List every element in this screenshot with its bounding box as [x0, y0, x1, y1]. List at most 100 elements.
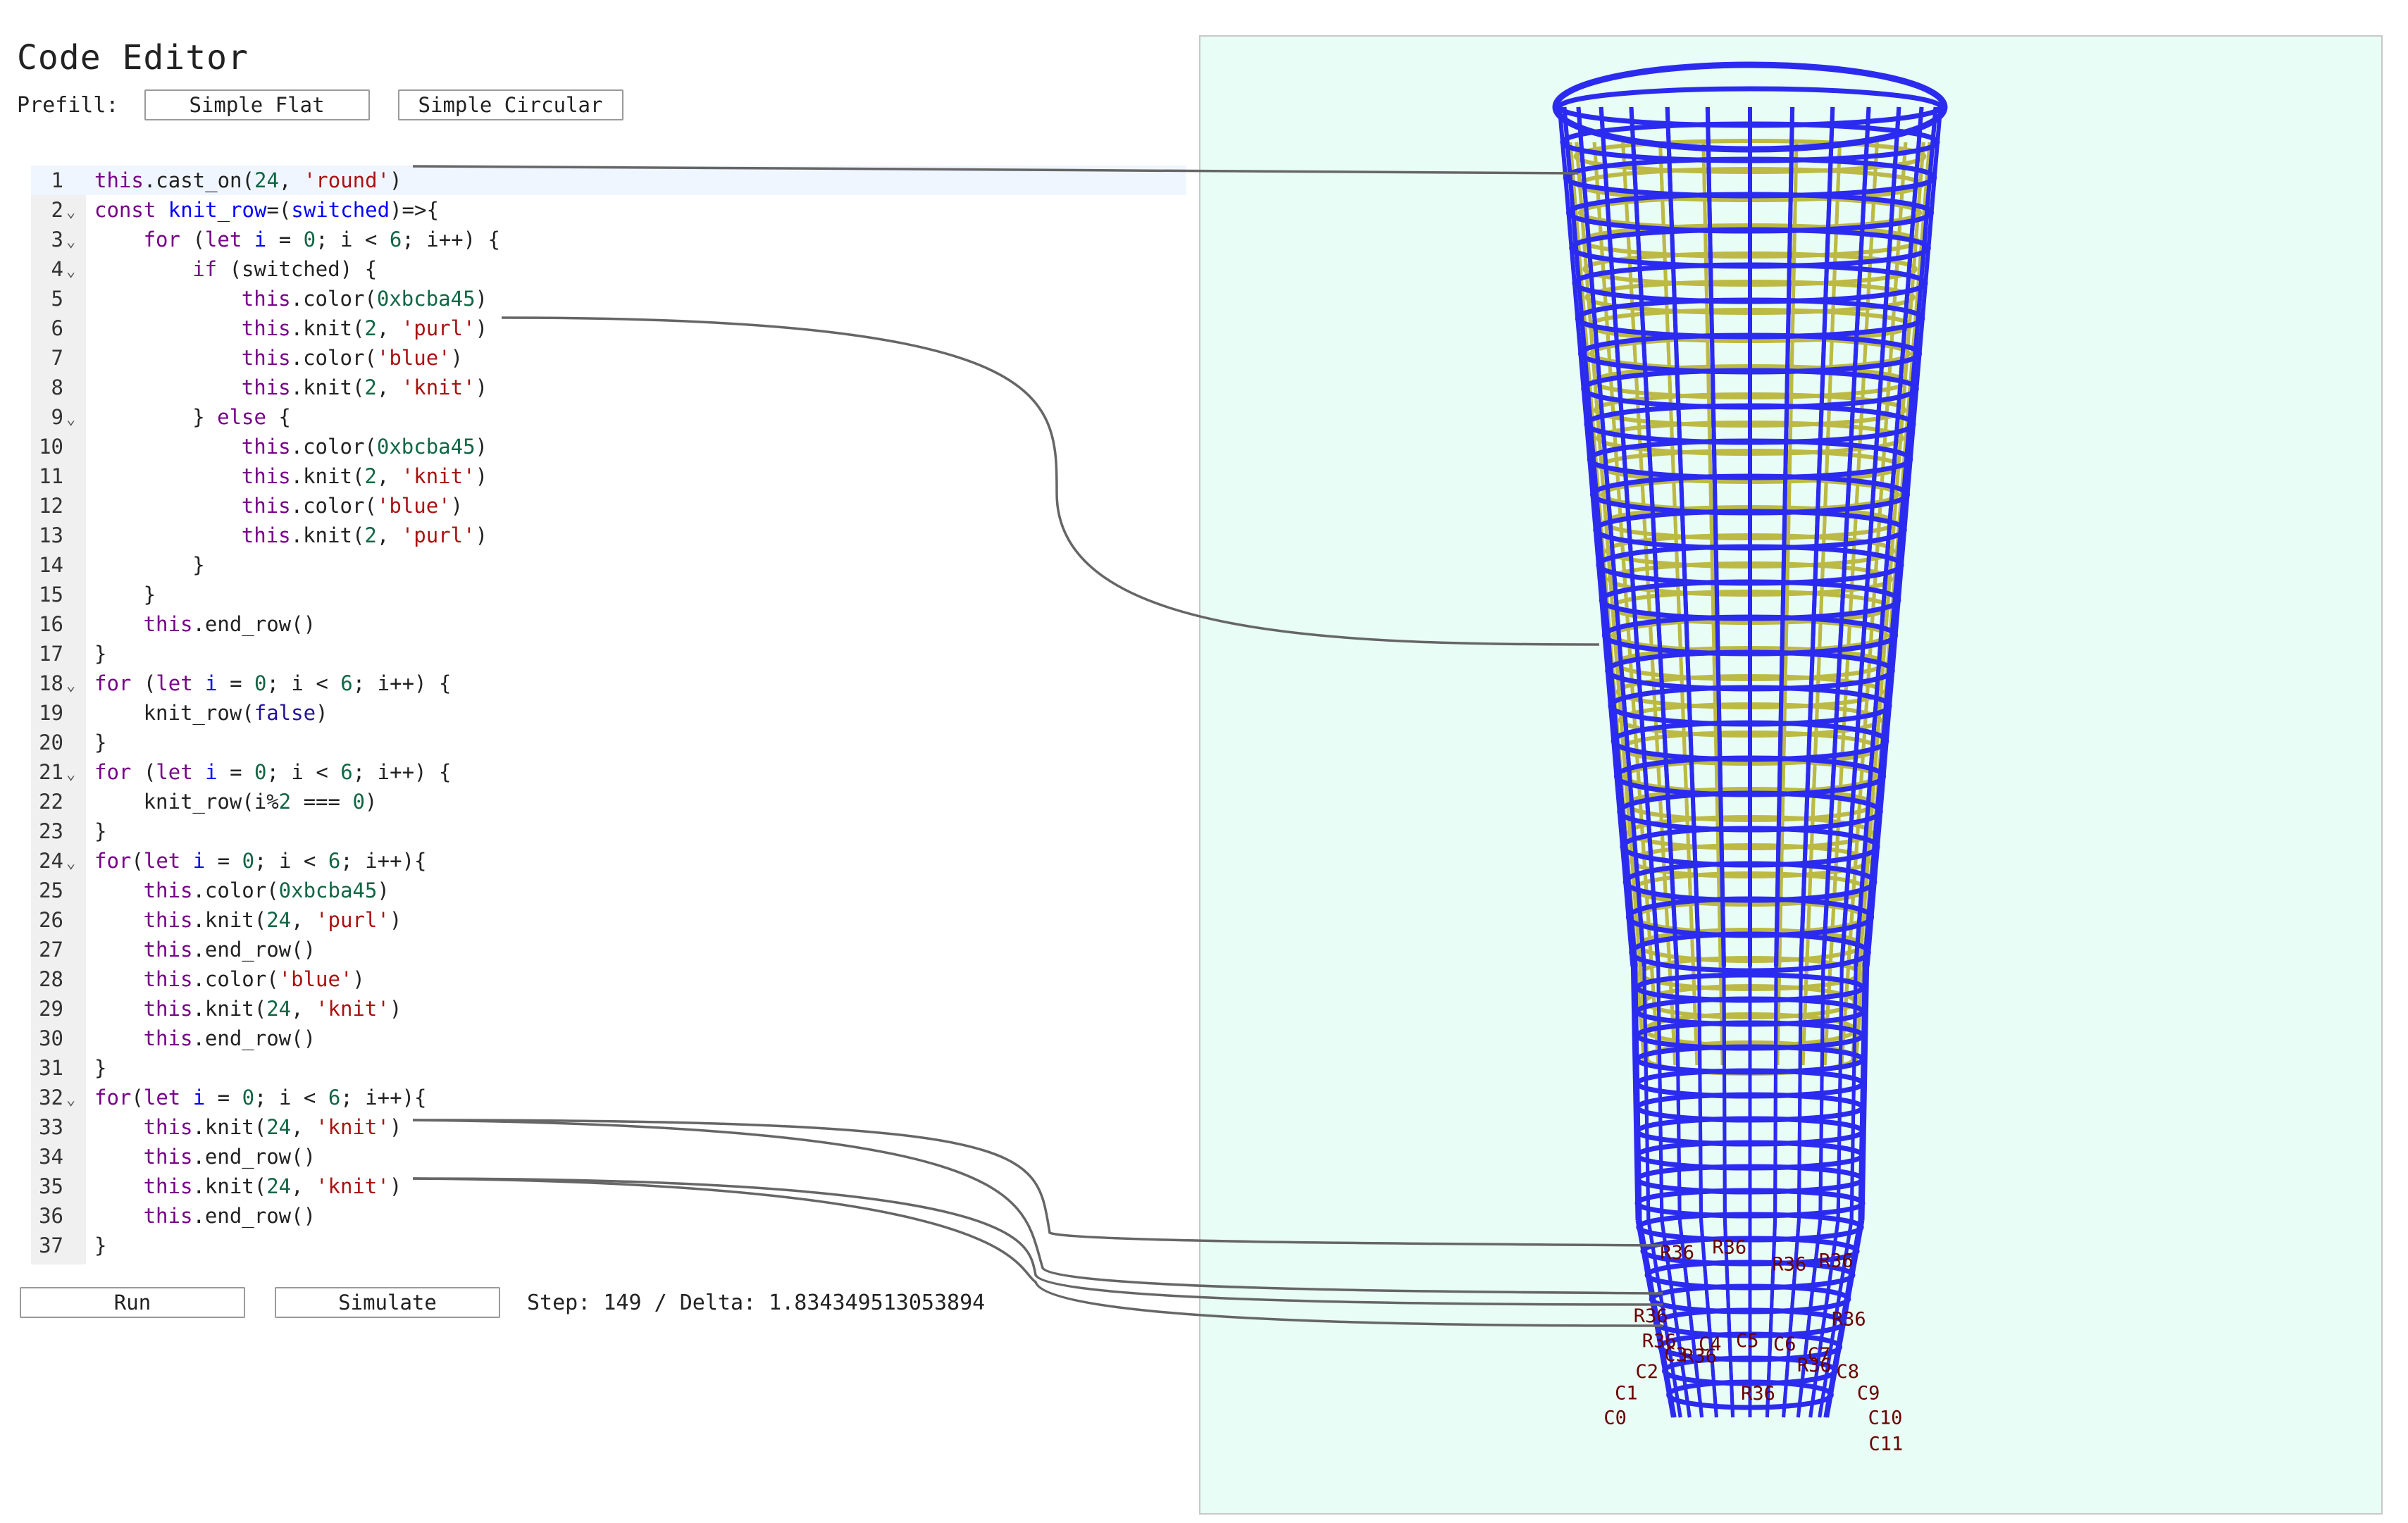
- simple-flat-button[interactable]: Simple Flat: [144, 89, 370, 120]
- code-line[interactable]: 26 this.knit(24, 'purl'): [31, 905, 1186, 935]
- column-label: C2: [1635, 1361, 1658, 1383]
- code-line[interactable]: 31}: [31, 1053, 1186, 1083]
- row-label: R36: [1682, 1345, 1717, 1367]
- code-token: let: [143, 1086, 181, 1109]
- code-line[interactable]: 5 this.color(0xbcba45): [31, 284, 1186, 313]
- code-token: 0: [242, 849, 255, 873]
- code-token: let: [143, 849, 181, 873]
- code-line[interactable]: 8 this.knit(2, 'knit'): [31, 373, 1186, 402]
- code-line[interactable]: 28 this.color('blue'): [31, 964, 1186, 994]
- line-number: 15: [39, 583, 63, 607]
- code-token: =(: [266, 198, 292, 222]
- code-line[interactable]: 18 ⌄ for (let i = 0; i < 6; i++) {: [31, 669, 1186, 698]
- code-line[interactable]: 33 this.knit(24, 'knit'): [31, 1112, 1186, 1142]
- code-token: [180, 849, 192, 873]
- code-line[interactable]: 13 this.knit(2, 'purl'): [31, 521, 1186, 550]
- code-token: 'knit': [401, 375, 476, 399]
- blue-yarn-strand: [1796, 1219, 1823, 1418]
- code-line[interactable]: 36 this.end_row(): [31, 1201, 1186, 1231]
- fold-chevron-icon[interactable]: ⌄: [66, 411, 76, 428]
- line-number: 6: [51, 316, 63, 340]
- gold-yarn-strand: [1658, 142, 1699, 1066]
- code-line[interactable]: 27 this.end_row(): [31, 935, 1186, 964]
- blue-yarn-strand: [1773, 966, 1778, 1221]
- code-line[interactable]: 35 this.knit(24, 'knit'): [31, 1171, 1186, 1201]
- blue-yarn-strand: [1823, 1219, 1862, 1418]
- line-number: 2: [51, 198, 63, 222]
- code-line[interactable]: 12 this.color('blue'): [31, 491, 1186, 521]
- code-line[interactable]: 9 ⌄} else {: [31, 402, 1186, 432]
- code-line[interactable]: 7 this.color('blue'): [31, 343, 1186, 373]
- blue-yarn-strand: [1836, 966, 1844, 1221]
- run-button[interactable]: Run: [20, 1287, 245, 1318]
- simulate-button[interactable]: Simulate: [275, 1287, 500, 1318]
- fold-chevron-icon[interactable]: ⌄: [66, 677, 76, 695]
- fold-chevron-icon[interactable]: ⌄: [66, 263, 76, 280]
- fold-chevron-icon[interactable]: ⌄: [66, 204, 76, 221]
- code-line[interactable]: 2 ⌄ const knit_row=(switched)=>{: [31, 195, 1186, 225]
- code-token: =: [217, 671, 255, 695]
- fold-chevron-icon[interactable]: ⌄: [66, 854, 76, 872]
- code-line[interactable]: 37}: [31, 1231, 1186, 1260]
- code-line[interactable]: 20}: [31, 728, 1186, 757]
- code-line[interactable]: 1 this.cast_on(24, 'round'): [31, 166, 1186, 195]
- simple-circular-button[interactable]: Simple Circular: [397, 89, 623, 120]
- code-token: ): [475, 464, 488, 488]
- code-token: [242, 228, 254, 251]
- code-line[interactable]: 24 ⌄ for(let i = 0; i < 6; i++){: [31, 846, 1186, 876]
- code-token: 2: [364, 464, 377, 488]
- code-token: ): [475, 375, 488, 399]
- code-token: ,: [291, 908, 316, 932]
- code-token: }: [143, 583, 156, 607]
- code-line[interactable]: 29 this.knit(24, 'knit'): [31, 994, 1186, 1024]
- code-line[interactable]: 17}: [31, 639, 1186, 669]
- code-line[interactable]: 32 ⌄ for(let i = 0; i < 6; i++){: [31, 1083, 1186, 1112]
- code-line[interactable]: 14}: [31, 550, 1186, 580]
- code-token: 'round': [303, 168, 390, 192]
- code-text: this.end_row(): [94, 1024, 316, 1053]
- code-text: }: [94, 816, 106, 846]
- code-line[interactable]: 6 this.knit(2, 'purl'): [31, 313, 1186, 343]
- code-text: this.knit(24, 'knit'): [94, 1112, 402, 1142]
- code-token: [193, 671, 205, 695]
- code-token: .knit(: [290, 375, 365, 399]
- code-text: this.color(0xbcba45): [94, 432, 488, 461]
- code-editor[interactable]: 1 this.cast_on(24, 'round') 2 ⌄ const knit_r…: [31, 166, 1186, 1264]
- code-line[interactable]: 21 ⌄ for (let i = 0; i < 6; i++) {: [31, 757, 1186, 787]
- code-token: 0: [352, 790, 365, 814]
- code-text: this.end_row(): [94, 1201, 316, 1231]
- fold-chevron-icon[interactable]: ⌄: [66, 766, 76, 783]
- code-token: =: [205, 1086, 242, 1109]
- code-line[interactable]: 10 this.color(0xbcba45): [31, 432, 1186, 461]
- code-line[interactable]: 23}: [31, 816, 1186, 846]
- column-label: C0: [1603, 1407, 1627, 1429]
- code-token: .cast_on(: [143, 168, 254, 192]
- code-text: this.cast_on(24, 'round'): [94, 166, 402, 195]
- 3d-viewport[interactable]: C0 C1 C2 C3 C4 C5 C6 C7 C8 C9 C10 C11 R36 R36 R36 R36 R3…: [1199, 35, 2383, 1515]
- code-line[interactable]: 4 ⌄ if (switched) {: [31, 254, 1186, 284]
- code-token: =: [205, 849, 242, 873]
- gold-yarn-strand: [1801, 142, 1842, 1066]
- code-line[interactable]: 34 this.end_row(): [31, 1142, 1186, 1171]
- code-line[interactable]: 3 ⌄ for (let i = 0; i < 6; i++) {: [31, 225, 1186, 254]
- line-number: 31: [39, 1056, 63, 1080]
- gold-yarn-strand: [1701, 142, 1725, 1066]
- code-line[interactable]: 15}: [31, 580, 1186, 609]
- code-token: ): [390, 168, 402, 192]
- code-token: ): [364, 790, 378, 814]
- code-text: this.knit(2, 'knit'): [94, 461, 488, 491]
- fold-chevron-icon[interactable]: ⌄: [66, 233, 76, 251]
- line-number: 32: [39, 1086, 63, 1109]
- code-line[interactable]: 11 this.knit(2, 'knit'): [31, 461, 1186, 491]
- code-text: const knit_row=(switched)=>{: [94, 195, 439, 225]
- code-line[interactable]: 22 knit_row(i%2 === 0): [31, 787, 1186, 816]
- code-line[interactable]: 19 knit_row(false): [31, 698, 1186, 728]
- fold-chevron-icon[interactable]: ⌄: [66, 1091, 76, 1109]
- code-line[interactable]: 30 this.end_row(): [31, 1024, 1186, 1053]
- code-line[interactable]: 16 this.end_row(): [31, 609, 1186, 639]
- code-token: ; i <: [266, 760, 341, 784]
- line-number: 33: [39, 1115, 63, 1139]
- code-line[interactable]: 25 this.color(0xbcba45): [31, 876, 1186, 905]
- code-token: 'blue': [376, 346, 451, 370]
